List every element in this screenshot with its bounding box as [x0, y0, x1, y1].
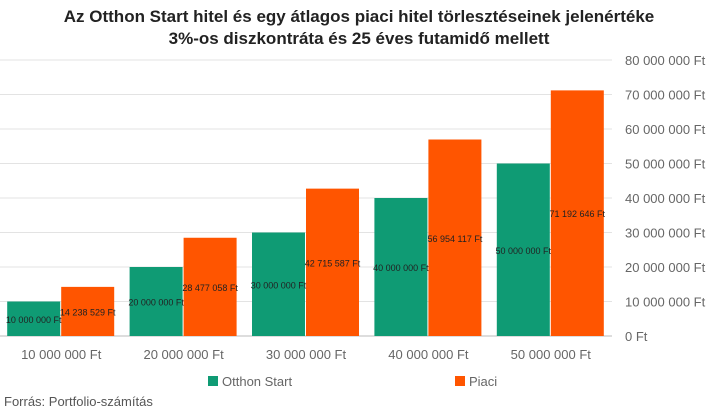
bar-otthon-start	[496, 163, 550, 336]
y-tick-label: 30 000 000 Ft	[625, 226, 706, 241]
bar-piaci	[61, 286, 115, 336]
y-tick-label: 80 000 000 Ft	[625, 53, 706, 68]
data-label: 28 477 058 Ft	[182, 283, 238, 293]
y-tick-label: 70 000 000 Ft	[625, 88, 706, 103]
data-label: 20 000 000 Ft	[128, 298, 184, 308]
bar-piaci	[428, 139, 482, 336]
data-label: 50 000 000 Ft	[496, 246, 552, 256]
y-tick-label: 60 000 000 Ft	[625, 122, 706, 137]
bar-piaci	[183, 237, 237, 336]
y-tick-label: 50 000 000 Ft	[625, 157, 706, 172]
y-tick-label: 40 000 000 Ft	[625, 191, 706, 206]
bar-piaci	[306, 188, 359, 336]
data-label: 14 238 529 Ft	[60, 307, 116, 317]
data-label: 40 000 000 Ft	[373, 263, 429, 273]
legend-swatch-otthon-start	[208, 376, 218, 386]
chart-title-line2: 3%-os diszkontráta és 25 éves futamidő m…	[168, 29, 550, 48]
y-tick-label: 10 000 000 Ft	[625, 295, 706, 310]
data-label: 30 000 000 Ft	[251, 280, 307, 290]
y-tick-label: 0 Ft	[625, 329, 648, 344]
x-tick-label: 20 000 000 Ft	[143, 347, 224, 362]
x-tick-label: 10 000 000 Ft	[21, 347, 102, 362]
x-tick-label: 30 000 000 Ft	[266, 347, 347, 362]
legend-label-piaci: Piaci	[469, 374, 497, 389]
data-label: 42 715 587 Ft	[305, 258, 361, 268]
source-note: Forrás: Portfolio-számítás	[4, 394, 153, 409]
data-label: 71 192 646 Ft	[550, 209, 606, 219]
bar-piaci	[550, 90, 604, 336]
legend-label-otthon-start: Otthon Start	[222, 374, 292, 389]
chart-title-line1: Az Otthon Start hitel és egy átlagos pia…	[63, 7, 655, 26]
data-label: 56 954 117 Ft	[427, 234, 482, 244]
bar-otthon-start	[374, 198, 428, 336]
legend-swatch-piaci	[455, 376, 465, 386]
y-tick-label: 20 000 000 Ft	[625, 260, 706, 275]
bar-otthon-start	[129, 267, 183, 336]
data-label: 10 000 000 Ft	[6, 315, 62, 325]
x-tick-label: 40 000 000 Ft	[388, 347, 469, 362]
x-tick-label: 50 000 000 Ft	[511, 347, 592, 362]
bar-otthon-start	[252, 232, 305, 336]
chart-title: Az Otthon Start hitel és egy átlagos pia…	[0, 6, 718, 50]
bar-otthon-start	[7, 301, 61, 336]
